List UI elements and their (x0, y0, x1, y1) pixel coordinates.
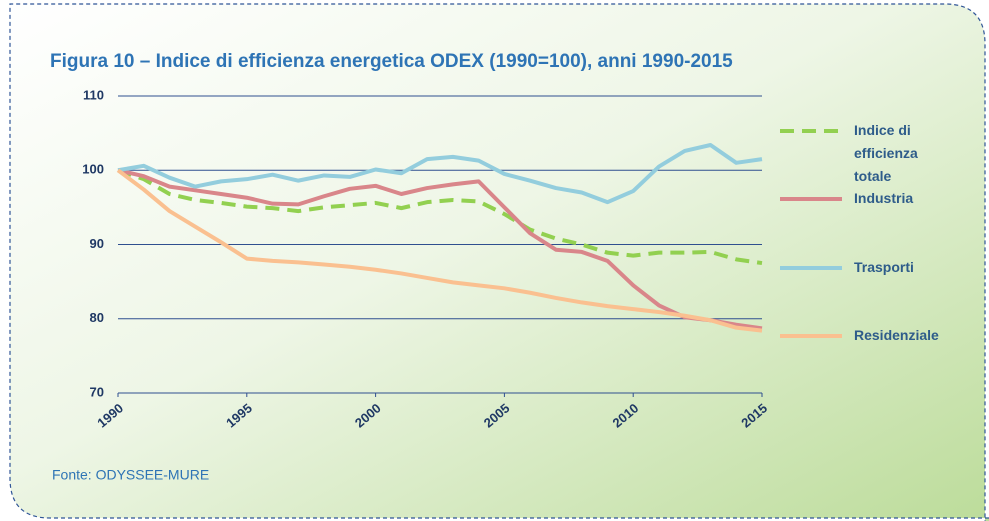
panel-border (9, 3, 989, 521)
chart-title: Figura 10 – Indice di efficienza energet… (50, 51, 733, 72)
legend-label: Industria (854, 190, 914, 206)
series-line (117, 168, 763, 331)
y-tick-label: 110 (83, 87, 104, 102)
legend-label: Trasporti (854, 259, 914, 275)
series-line (117, 168, 763, 266)
y-tick-label: 80 (90, 310, 104, 325)
y-tick-label: 100 (82, 162, 104, 177)
legend-label: Indice di efficienza totale (854, 122, 918, 184)
series-line (117, 143, 763, 205)
source-note: Fonte: ODYSSEE-MURE (52, 467, 209, 483)
panel-background (10, 4, 989, 521)
legend-label: Residenziale (854, 327, 939, 343)
series-line (116, 168, 763, 333)
y-tick-label: 90 (90, 236, 104, 251)
y-tick-label: 70 (90, 384, 104, 399)
